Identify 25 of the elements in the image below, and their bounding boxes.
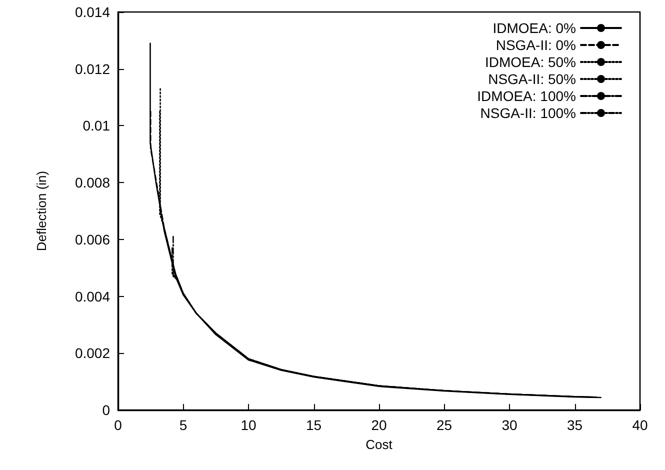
y-tick-label: 0.012 bbox=[74, 60, 110, 77]
legend-label: IDMOEA: 100% bbox=[477, 88, 576, 104]
legend-label: IDMOEA: 50% bbox=[484, 54, 576, 70]
x-tick-label: 40 bbox=[632, 417, 648, 433]
y-tick-label: 0.004 bbox=[74, 288, 110, 304]
legend-label: IDMOEA: 0% bbox=[492, 20, 576, 36]
y-tick-label: 0 bbox=[102, 402, 110, 418]
x-axis-title: Cost bbox=[366, 437, 393, 452]
legend-label: NSGA-II: 0% bbox=[496, 37, 576, 53]
x-tick-label: 5 bbox=[179, 417, 188, 433]
x-tick-label: 10 bbox=[240, 417, 256, 433]
x-tick-label: 30 bbox=[502, 417, 518, 433]
x-tick-label: 20 bbox=[371, 417, 387, 433]
y-tick-label: 0.006 bbox=[74, 231, 110, 248]
y-tick-label: 0.014 bbox=[74, 4, 110, 20]
legend-label: NSGA-II: 100% bbox=[480, 105, 576, 121]
y-tick-label: 0.002 bbox=[74, 345, 110, 362]
x-tick-label: 35 bbox=[566, 417, 583, 433]
x-tick-label: 15 bbox=[306, 417, 322, 433]
y-tick-label: 0.01 bbox=[82, 118, 110, 134]
legend-label: NSGA-II: 50% bbox=[488, 71, 576, 87]
y-tick-label: 0.008 bbox=[74, 174, 110, 191]
x-tick-label: 0 bbox=[114, 417, 122, 433]
x-tick-label: 25 bbox=[436, 417, 452, 433]
y-axis-title: Deflection (in) bbox=[34, 170, 49, 252]
